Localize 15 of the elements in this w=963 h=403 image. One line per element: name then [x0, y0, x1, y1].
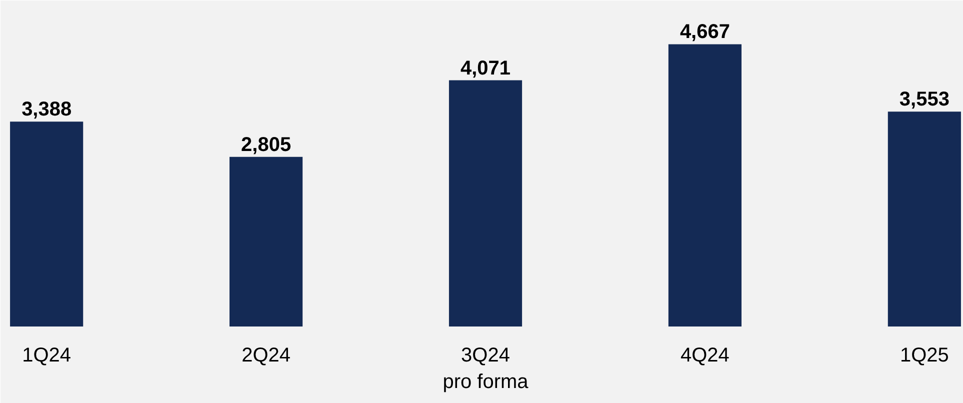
bar [668, 44, 742, 326]
x-tick-label: 4Q24 [680, 344, 730, 366]
bar [448, 80, 522, 326]
bar [230, 156, 303, 326]
bar [10, 122, 84, 326]
data-label: 4,071 [460, 57, 511, 80]
bar [888, 112, 961, 326]
x-tick-label: 3Q24 pro forma [442, 344, 530, 393]
data-label: 3,553 [899, 88, 950, 111]
data-label: 4,667 [680, 21, 730, 44]
data-label: 2,805 [241, 134, 292, 156]
data-label: 3,388 [22, 98, 72, 121]
x-tick-label: 2Q24 [242, 344, 291, 366]
x-tick-label: 1Q25 [900, 344, 949, 366]
x-tick-label: 1Q24 [22, 344, 72, 366]
